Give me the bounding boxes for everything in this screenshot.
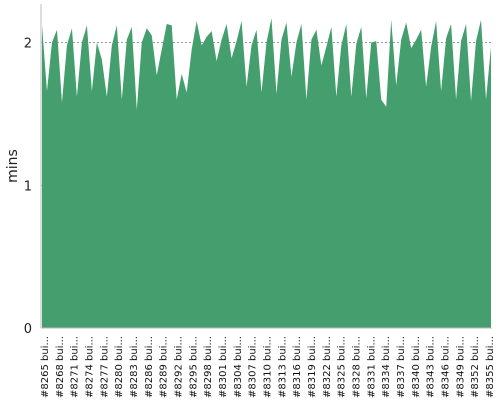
- y-tick-label: 2: [24, 37, 32, 52]
- x-tick-label: #8283 bui...: [129, 336, 140, 398]
- x-tick-label: #8322 bui...: [322, 336, 333, 398]
- x-tick-label: #8301 bui...: [218, 336, 229, 398]
- area-series: [42, 18, 491, 329]
- x-tick-label: #8286 bui...: [144, 336, 155, 398]
- x-tick-label: #8319 bui...: [307, 336, 318, 398]
- x-tick-label: #8310 bui...: [263, 336, 274, 398]
- x-tick-label: #8280 bui...: [114, 336, 125, 398]
- x-tick-label: #8325 bui...: [337, 336, 348, 398]
- x-tick-label: #8268 bui...: [55, 336, 66, 398]
- x-tick-label: #8265 bui...: [40, 336, 51, 398]
- x-tick-label: #8355 bui...: [485, 336, 496, 398]
- x-tick-label: #8340 bui...: [411, 336, 422, 398]
- x-tick-label: #8295 bui...: [188, 336, 199, 398]
- y-axis-ticks: 0 1 2: [24, 37, 32, 337]
- x-tick-label: #8292 bui...: [174, 336, 185, 398]
- x-tick-label: #8271 bui...: [70, 336, 81, 398]
- x-tick-label: #8331 bui...: [366, 336, 377, 398]
- x-tick-label: #8298 bui...: [203, 336, 214, 398]
- axes: [40, 4, 492, 329]
- x-tick-label: #8349 bui...: [455, 336, 466, 398]
- x-tick-label: #8346 bui...: [441, 336, 452, 398]
- x-tick-label: #8313 bui...: [277, 336, 288, 398]
- x-tick-label: #8352 bui...: [470, 336, 481, 398]
- x-tick-label: #8304 bui...: [233, 336, 244, 398]
- x-tick-label: #8307 bui...: [248, 336, 259, 398]
- x-tick-label: #8316 bui...: [292, 336, 303, 398]
- x-tick-label: #8274 bui...: [85, 336, 96, 398]
- y-tick-label: 0: [24, 322, 32, 337]
- x-tick-label: #8277 bui...: [99, 336, 110, 398]
- y-axis-label: mins: [5, 149, 21, 183]
- x-tick-label: #8289 bui...: [159, 336, 170, 398]
- x-tick-label: #8328 bui...: [352, 336, 363, 398]
- x-tick-label: #8343 bui...: [426, 336, 437, 398]
- y-tick-label: 1: [24, 179, 32, 194]
- x-tick-label: #8334 bui...: [381, 336, 392, 398]
- x-axis-ticks: #8265 bui... #8268 bui... #8271 bui... #827…: [40, 336, 496, 398]
- x-tick-label: #8337 bui...: [396, 336, 407, 398]
